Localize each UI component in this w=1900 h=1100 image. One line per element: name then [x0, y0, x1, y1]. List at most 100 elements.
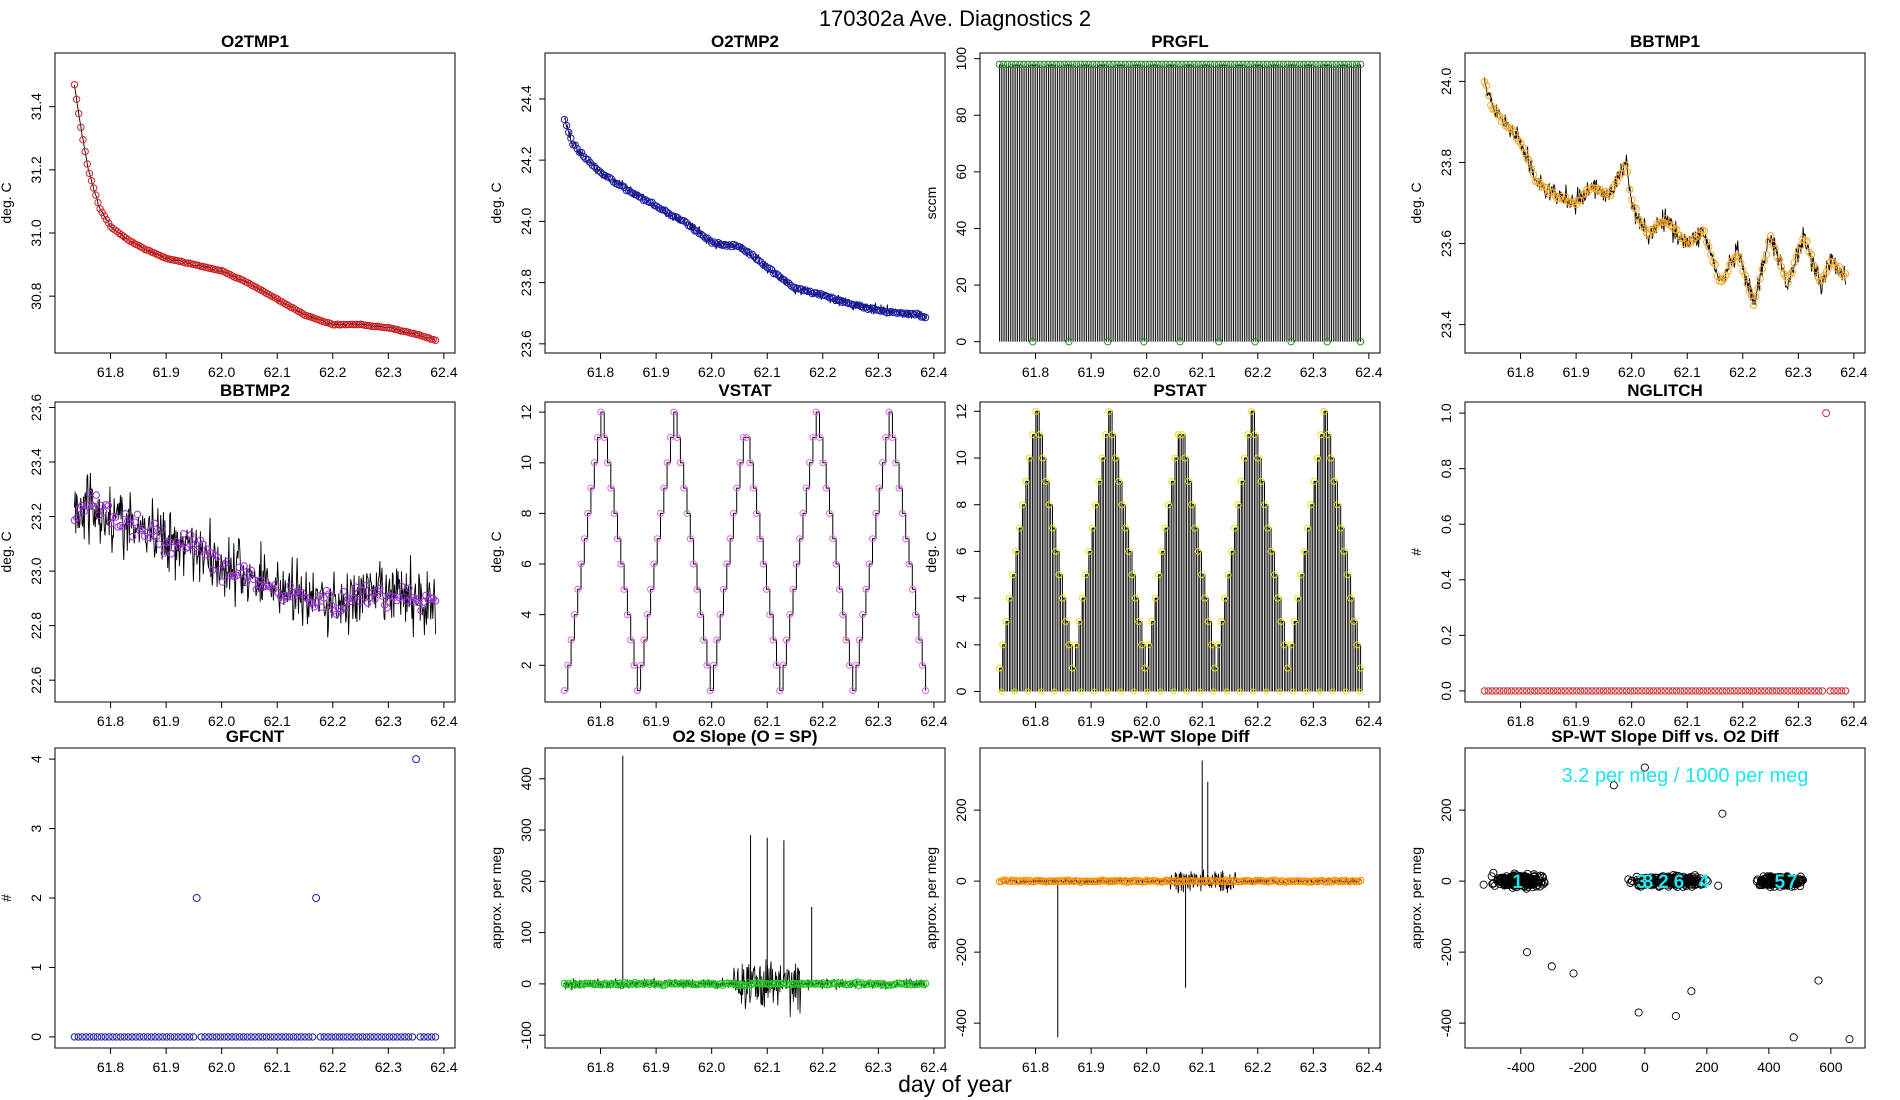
data-point: [1035, 431, 1043, 439]
data-point: [1105, 407, 1113, 415]
data-point: [657, 509, 665, 517]
x-tick-label: 61.8: [1507, 713, 1534, 729]
data-point: [1260, 501, 1268, 509]
data-point: [237, 569, 246, 578]
x-tick-label: 200: [1695, 1059, 1719, 1075]
y-tick-label: 22.6: [28, 666, 44, 693]
data-point: [324, 1033, 332, 1041]
data-point: [1783, 873, 1792, 882]
x-tick-label: 62.2: [809, 364, 836, 380]
data-point: [1236, 688, 1243, 695]
data-point: [155, 1033, 163, 1041]
data-point: [86, 1033, 94, 1041]
data-point: [1532, 882, 1541, 891]
y-tick-label: 31.4: [28, 93, 44, 120]
data-point: [1138, 641, 1146, 649]
data-point: [94, 198, 102, 207]
data-point: [650, 560, 658, 568]
data-point: [1776, 687, 1784, 695]
panel-o2tmp1: O2TMP1 deg. C 61.8 61.9 62.0 62.1 62.2 62.3 62.4…: [0, 32, 458, 380]
data-point: [303, 594, 311, 602]
x-tick-label: 61.9: [642, 364, 669, 380]
y-tick-label: 1.0: [1438, 403, 1454, 423]
data-point: [1039, 454, 1047, 462]
data-point: [1505, 877, 1514, 886]
data-point: [1642, 687, 1650, 695]
panel-title: O2TMP2: [711, 32, 779, 51]
data-point: [1707, 687, 1715, 695]
data-point: [1661, 687, 1669, 695]
data-point: [75, 109, 83, 118]
data-point: [1638, 687, 1646, 695]
data-point: [247, 1033, 255, 1041]
data-point: [1796, 241, 1805, 250]
data-point: [1636, 877, 1645, 886]
data-point: [293, 587, 302, 596]
plot-frame: [979, 401, 1381, 703]
data-point: [1287, 60, 1296, 69]
data-point: [1194, 547, 1202, 555]
x-tick-label: 62.0: [1133, 364, 1160, 380]
data-point: [1640, 875, 1649, 884]
data-point: [1221, 594, 1229, 602]
data-point: [1330, 477, 1338, 485]
data-point: [1626, 185, 1634, 194]
x-tick-label: 61.9: [152, 1059, 179, 1075]
data-point: [1780, 687, 1788, 695]
data-point: [316, 1033, 325, 1041]
data-point: [755, 256, 763, 265]
data-point: [1513, 878, 1523, 887]
data-point: [228, 1033, 236, 1041]
data-point: [1660, 218, 1668, 227]
data-point: [1125, 547, 1133, 555]
panel-vstat: VSTAT deg. C 61.8 61.9 62.0 62.1 62.2 62.3 62.4 2…: [488, 381, 948, 729]
data-point: [1117, 688, 1124, 695]
x-tick-label: 62.2: [319, 364, 346, 380]
data-point: [1076, 60, 1085, 69]
data-point: [239, 276, 247, 285]
data-point: [325, 590, 333, 598]
data-point: [70, 80, 79, 89]
x-tick-label: 62.3: [1785, 713, 1812, 729]
data-point: [1599, 687, 1608, 695]
data-point: [344, 595, 353, 603]
data-point: [1654, 877, 1663, 886]
data-point: [192, 894, 201, 902]
data-point: [1313, 454, 1321, 462]
panel-title: GFCNT: [226, 727, 285, 746]
data-point: [1791, 687, 1800, 695]
data-point: [1492, 687, 1500, 695]
data-point: [366, 593, 374, 601]
data-point: [1485, 91, 1493, 100]
y-tick-label: 200: [1438, 798, 1454, 822]
data-point: [1029, 431, 1037, 439]
data-point: [351, 583, 360, 591]
data-point: [276, 592, 285, 601]
data-point: [431, 597, 440, 605]
data-point: [772, 661, 780, 669]
data-point: [1186, 60, 1194, 69]
data-point: [1749, 301, 1758, 309]
data-point: [1029, 337, 1037, 346]
data-point: [1320, 60, 1328, 69]
data-point: [623, 611, 631, 619]
data-point: [1703, 877, 1712, 886]
data-point: [1636, 216, 1645, 225]
data-point: [1002, 617, 1010, 625]
data-point: [368, 588, 377, 597]
data-point: [1352, 60, 1361, 69]
data-point: [617, 560, 625, 568]
data-point: [1841, 687, 1850, 695]
data-point: [1713, 272, 1722, 281]
data-point: [251, 1033, 259, 1041]
data-point: [126, 519, 134, 527]
data-point: [1803, 237, 1811, 245]
data-point: [875, 484, 883, 492]
x-tick-label: 62.4: [1840, 364, 1867, 380]
data-point: [609, 178, 618, 186]
data-point: [600, 433, 608, 441]
data-point: [153, 532, 161, 540]
data-point: [802, 286, 810, 294]
data-point: [1507, 687, 1516, 695]
data-point: [862, 585, 870, 593]
